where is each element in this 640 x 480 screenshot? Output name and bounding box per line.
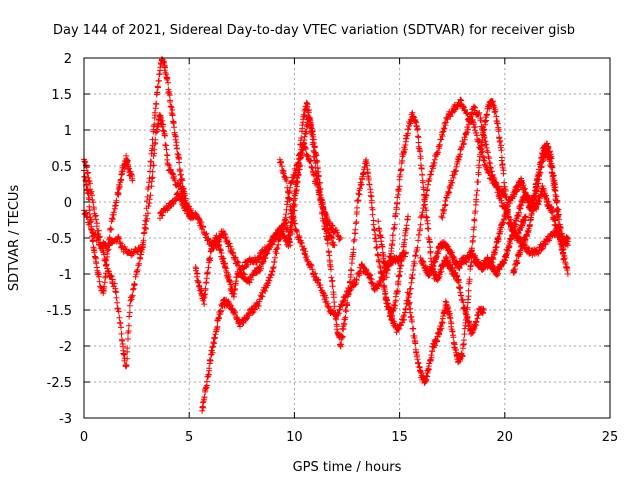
series-markers — [381, 96, 508, 336]
y-tick-label: -2.5 — [47, 376, 72, 391]
series-track-6 — [199, 140, 344, 414]
y-axis-label: SDTVAR / TECUs — [7, 185, 22, 292]
y-tick-label: 0 — [64, 196, 72, 211]
series-track-14 — [480, 140, 571, 271]
x-tick-label: 20 — [497, 430, 514, 445]
y-tick-label: -1.5 — [47, 304, 72, 319]
y-tick-label: -1 — [59, 268, 72, 283]
series-track-2 — [81, 56, 195, 370]
series-track-13 — [438, 103, 571, 259]
series-markers — [480, 140, 571, 271]
x-tick-label: 15 — [391, 430, 408, 445]
grid-lines — [84, 58, 610, 418]
series-track-8 — [287, 99, 411, 350]
series-track-10 — [381, 96, 508, 336]
y-tick-label: 2 — [64, 52, 72, 67]
y-tick-label: 1 — [64, 124, 72, 139]
y-tick-label: -0.5 — [47, 232, 72, 247]
series-markers — [199, 140, 344, 414]
series-markers — [510, 147, 567, 276]
plot-frame — [83, 57, 611, 419]
y-tick-label: 0.5 — [51, 160, 72, 175]
x-tick-label: 10 — [286, 430, 303, 445]
x-tick-label: 5 — [185, 430, 193, 445]
y-tick-label: 1.5 — [51, 88, 72, 103]
data-points — [81, 56, 571, 414]
y-tick-label: -3 — [59, 412, 72, 427]
axis-ticks: 0 5 10 15 20 25 -3 -2.5 -2 -1.5 -1 -0.5 0 0.5 1 1.5 2 — [47, 52, 619, 445]
series-markers — [81, 56, 195, 370]
y-tick-label: -2 — [59, 340, 72, 355]
chart-title: Day 144 of 2021, Sidereal Day-to-day VTE… — [53, 23, 575, 38]
series-track-15 — [510, 147, 567, 276]
series-markers — [287, 99, 411, 350]
x-tick-label: 0 — [80, 430, 88, 445]
x-axis-label: GPS time / hours — [293, 460, 402, 475]
x-tick-label: 25 — [602, 430, 619, 445]
series-markers — [438, 103, 571, 259]
